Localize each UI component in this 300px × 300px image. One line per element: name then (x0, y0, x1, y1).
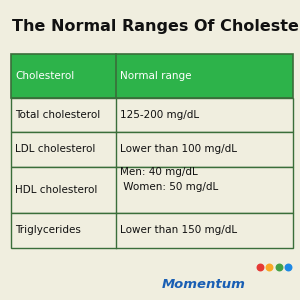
Text: Normal range: Normal range (120, 71, 191, 81)
Bar (11, 54, 292, 98)
Bar (11, 98, 292, 132)
Point (276, 265, 281, 269)
Bar (11, 167, 292, 213)
Bar (11, 213, 292, 248)
Text: The Normal Ranges Of Cholesterol: The Normal Ranges Of Cholesterol (12, 20, 300, 34)
Text: 125-200 mg/dL: 125-200 mg/dL (120, 110, 199, 120)
Point (267, 265, 272, 269)
Text: Lower than 150 mg/dL: Lower than 150 mg/dL (120, 225, 237, 235)
Text: Men: 40 mg/dL
 Women: 50 mg/dL: Men: 40 mg/dL Women: 50 mg/dL (120, 167, 218, 192)
Point (257, 265, 262, 269)
Text: Cholesterol: Cholesterol (15, 71, 74, 81)
Point (286, 265, 291, 269)
Text: LDL cholesterol: LDL cholesterol (15, 144, 95, 154)
Text: Total cholesterol: Total cholesterol (15, 110, 100, 120)
Bar (11, 132, 292, 166)
Text: Triglycerides: Triglycerides (15, 225, 81, 235)
Text: HDL cholesterol: HDL cholesterol (15, 185, 98, 195)
Text: Momentum: Momentum (162, 278, 246, 292)
Text: Lower than 100 mg/dL: Lower than 100 mg/dL (120, 144, 237, 154)
